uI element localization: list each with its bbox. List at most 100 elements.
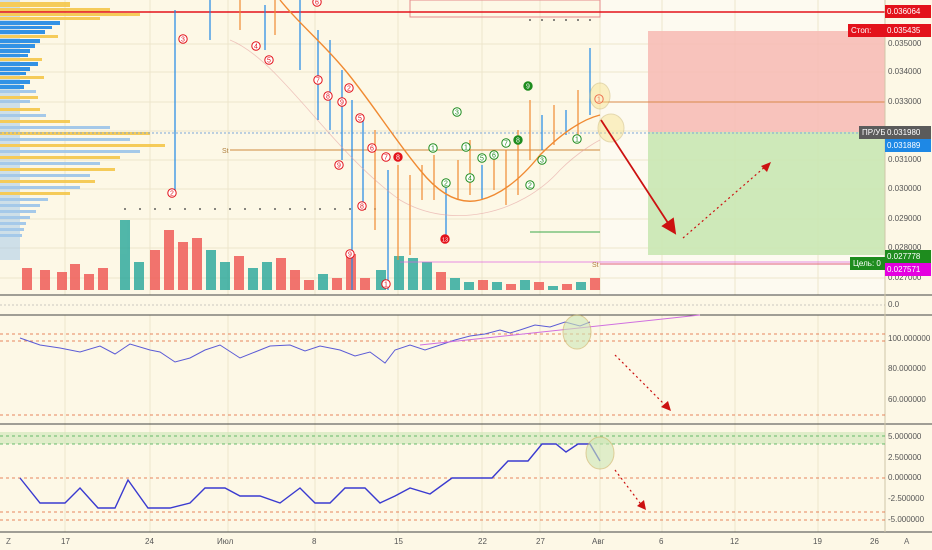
indicator2-tick: -2.500000 xyxy=(888,494,925,503)
td-count-bull: 4 xyxy=(465,173,475,183)
price-tick: 0.027000 xyxy=(888,273,922,282)
td-count-bull: 1 xyxy=(572,134,582,144)
high-price-badge: 0.036064 xyxy=(885,5,931,18)
td-count-bull: 1 xyxy=(461,142,471,152)
st-label-upper: St xyxy=(222,148,229,155)
td-count-bear: 8 xyxy=(357,201,367,211)
time-tick: 22 xyxy=(478,537,487,546)
td-count-bear: 9 xyxy=(345,249,355,259)
td-count-bear: 6 xyxy=(312,0,322,7)
time-tick: 15 xyxy=(394,537,403,546)
svg-text:13: 13 xyxy=(442,238,448,244)
current-price-secondary-badge: 0.031889 xyxy=(885,139,931,152)
price-tick: 0.029000 xyxy=(888,214,922,223)
svg-text:6: 6 xyxy=(315,0,319,7)
projection-arrow xyxy=(600,119,677,235)
svg-text:1: 1 xyxy=(384,282,388,289)
zoom-reset-button[interactable]: Z xyxy=(6,537,11,546)
svg-text:9: 9 xyxy=(348,252,352,259)
td-sequential-bullish: 1 2 3 4 5 6 7 8 9 1 2 3 1 xyxy=(428,81,582,190)
td-count-bull: 2 xyxy=(525,180,535,190)
indicator1-tick: 100.000000 xyxy=(888,334,931,343)
td-count-bull: 5 xyxy=(477,153,487,163)
svg-text:4: 4 xyxy=(254,44,258,51)
td-count-bear: 5 xyxy=(264,55,274,65)
indicator2-tick: -5.000000 xyxy=(888,515,925,524)
price-tick: 0.031000 xyxy=(888,155,922,164)
time-tick: 6 xyxy=(659,537,664,546)
td-count-bull: 2 xyxy=(441,178,451,188)
td-count-bull: 7 xyxy=(501,138,511,148)
svg-text:5: 5 xyxy=(358,116,362,123)
price-tick: 0.030000 xyxy=(888,184,922,193)
indicator-pane-1 xyxy=(0,314,885,416)
td-count-bear: 2 xyxy=(167,188,177,198)
svg-text:7: 7 xyxy=(384,155,388,162)
stop-tag: Стоп: xyxy=(848,24,885,37)
td-count-bear: 3 xyxy=(178,34,188,44)
indicator1-tick: 80.000000 xyxy=(888,364,926,373)
svg-text:5: 5 xyxy=(480,156,484,163)
td-count-bear: 2 xyxy=(344,83,354,93)
svg-text:3: 3 xyxy=(455,110,459,117)
td-count-bull: 1 xyxy=(428,143,438,153)
indicator2-tick: 5.000000 xyxy=(888,432,922,441)
current-price-badge: 0.031980 xyxy=(885,126,931,139)
stop-price-badge: 0.035435 xyxy=(885,24,931,37)
separator-pane-tick: 0.0 xyxy=(888,300,900,309)
svg-text:1: 1 xyxy=(597,97,601,104)
low-price-badge: 0.027571 xyxy=(885,263,931,276)
indicator-2-line xyxy=(19,443,601,509)
stop-loss-zone xyxy=(648,31,885,132)
highlight-ellipse-bottom xyxy=(597,113,625,143)
indicator2-tick: 0.000000 xyxy=(888,473,922,482)
auto-scale-button[interactable]: A xyxy=(904,537,910,546)
highlight-ellipse-top xyxy=(589,82,611,110)
price-tick: 0.033000 xyxy=(888,97,922,106)
svg-text:7: 7 xyxy=(316,78,320,85)
svg-text:7: 7 xyxy=(504,141,508,148)
svg-text:3: 3 xyxy=(181,37,185,44)
svg-text:9: 9 xyxy=(526,84,530,91)
svg-text:1: 1 xyxy=(431,146,435,153)
td-count-bull: 8 xyxy=(513,135,523,145)
time-tick: 24 xyxy=(145,537,154,546)
td-count-bear: 5 xyxy=(355,113,365,123)
st-label-lower: St xyxy=(592,262,599,269)
td-count-bear: 4 xyxy=(251,41,261,51)
time-tick: Авг xyxy=(592,537,605,546)
price-tick: 0.035000 xyxy=(888,39,922,48)
svg-text:1: 1 xyxy=(464,145,468,152)
highlight-ellipse-ind2 xyxy=(585,436,615,470)
svg-text:5: 5 xyxy=(267,58,271,65)
svg-text:8: 8 xyxy=(360,204,364,211)
svg-text:3: 3 xyxy=(540,158,544,165)
price-tick: 0.028000 xyxy=(888,243,922,252)
indicator1-tick: 60.000000 xyxy=(888,395,926,404)
volume-profile xyxy=(0,0,165,260)
projection-dotted-arrow xyxy=(682,165,767,239)
svg-text:9: 9 xyxy=(337,163,341,170)
time-tick: Июл xyxy=(217,537,234,546)
svg-text:6: 6 xyxy=(492,153,496,160)
ema-line xyxy=(279,0,601,202)
svg-text:8: 8 xyxy=(516,138,520,145)
entry-tag: ПР/УБ xyxy=(859,126,885,139)
svg-text:9: 9 xyxy=(340,100,344,107)
td-count-bear: 7 xyxy=(313,75,323,85)
svg-text:2: 2 xyxy=(528,183,532,190)
target-tag: Цель: 0 xyxy=(850,257,885,270)
svg-text:6: 6 xyxy=(370,146,374,153)
indicator-1-line xyxy=(19,321,591,364)
volume-bars xyxy=(22,220,600,290)
td-count-bear: 9 xyxy=(334,160,344,170)
svg-text:8: 8 xyxy=(326,94,330,101)
svg-text:8: 8 xyxy=(396,155,400,162)
svg-text:2: 2 xyxy=(444,181,448,188)
time-tick: 17 xyxy=(61,537,70,546)
time-tick: 12 xyxy=(730,537,739,546)
svg-text:2: 2 xyxy=(170,191,174,198)
td-count-bear: 6 xyxy=(367,143,377,153)
indicator2-tick: 2.500000 xyxy=(888,453,922,462)
